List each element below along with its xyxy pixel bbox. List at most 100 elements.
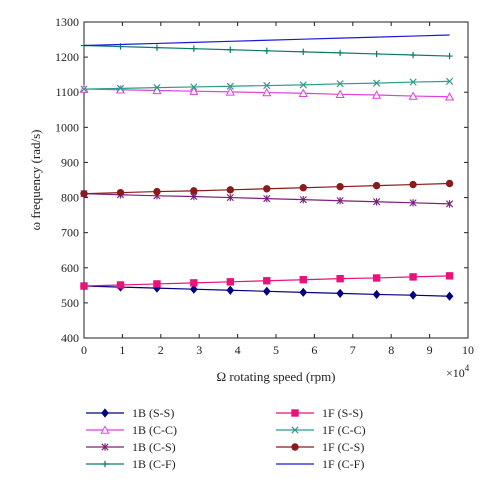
data-point [190,279,198,287]
series-group [83,34,450,47]
data-point [189,86,199,95]
legend-swatch-marker [291,409,299,417]
x-tick-label: 5 [273,343,279,357]
data-point [298,88,308,97]
data-point [336,197,344,205]
y-tick-label: 600 [61,261,79,275]
data-point [409,273,417,281]
legend-label: 1B (S-S) [132,406,174,420]
data-point [408,91,418,100]
legend-swatch-marker [291,443,299,451]
data-point [227,46,234,53]
data-point [299,276,307,284]
x-tick-label: 3 [196,343,202,357]
y-tick-label: 1100 [55,85,79,99]
data-point [300,48,307,56]
legend-label: 1B (C-S) [132,440,176,454]
data-point [116,84,125,92]
data-point [153,280,161,288]
legend-label: 1B (C-C) [132,423,177,437]
series-layer [79,34,455,301]
data-point [80,189,88,198]
data-point [373,198,381,206]
data-point [262,286,271,296]
legend-label: 1F (C-C) [322,423,366,437]
data-point [372,181,381,190]
data-point [263,277,271,285]
data-point [409,51,417,59]
x-tick-label: 4 [235,343,241,357]
data-point [336,288,344,298]
legend-item: 1F (C-S) [276,440,364,454]
data-point [409,199,417,207]
data-point [372,79,381,87]
data-point [445,200,454,208]
data-point [225,87,235,96]
series-line [83,34,450,47]
y-tick-label: 700 [61,226,79,240]
data-point [409,180,417,189]
legend-item: 1B (C-F) [86,457,176,471]
x-tick-label: 2 [158,343,164,357]
plot-area [83,21,469,339]
y-tick-label: 900 [61,155,79,169]
legend-swatch-marker [101,460,109,468]
x-tick-label: 1 [119,343,125,357]
data-point [409,78,417,86]
legend-label: 1F (C-F) [322,457,364,471]
series-group [80,42,453,60]
legend-item: 1B (C-C) [86,423,177,437]
data-point [373,50,380,58]
data-point [409,290,417,300]
data-point [336,80,344,88]
y-tick-label: 1300 [55,15,79,29]
data-point [299,184,307,192]
y-axis: 400 500 600 700 800 900 1000 1100 1200 1300 [55,15,468,345]
series-group [80,189,454,208]
legend-item: 1F (C-C) [276,423,366,437]
y-tick-label: 400 [61,331,79,345]
legend-swatch-marker [101,408,109,418]
data-point [335,89,345,99]
data-point [153,84,161,92]
x-tick-label: 7 [350,343,356,357]
x-tick-label: 0 [81,343,87,357]
data-point [372,274,381,282]
data-point [116,281,125,289]
legend-label: 1F (S-S) [322,406,363,420]
data-point [153,187,161,196]
data-point [299,195,307,204]
x-tick-label: 6 [311,343,317,357]
x-tick-label: 8 [388,343,394,357]
data-point [372,90,382,99]
data-point [263,185,271,193]
data-point [299,287,308,297]
data-point [445,272,454,280]
data-point [263,194,271,203]
series-group [80,272,454,290]
x-axis-multiplier: ×104 [446,363,470,380]
legend-swatch-marker [100,425,110,434]
data-point [226,82,234,90]
data-point [263,81,271,90]
series-group [80,77,454,93]
data-point [190,83,198,91]
data-point [336,182,344,191]
data-point [445,291,454,301]
y-tick-label: 800 [61,191,79,205]
data-point [226,285,235,295]
data-point [189,284,198,294]
legend-item: 1F (C-F) [276,457,364,471]
legend: 1B (S-S) 1F (S-S) 1B (C-C) 1F (C-C) 1B (C-S)… [86,406,366,471]
data-point [153,44,161,51]
data-point [226,193,234,202]
data-point [190,45,198,52]
data-point [262,87,272,97]
legend-label: 1B (C-F) [132,457,176,471]
data-point [80,282,88,290]
legend-swatch-marker [291,426,299,434]
data-point [445,92,455,101]
x-tick-label: 9 [427,343,433,357]
data-point [116,188,125,197]
